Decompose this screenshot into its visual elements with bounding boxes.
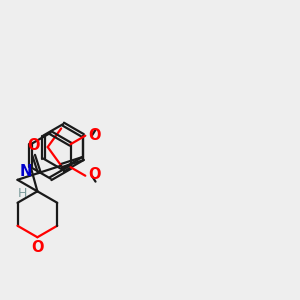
- Text: O: O: [88, 128, 101, 143]
- Text: H: H: [18, 187, 28, 200]
- Text: O: O: [31, 240, 44, 255]
- Text: O: O: [27, 138, 40, 153]
- Text: N: N: [20, 164, 32, 179]
- Text: O: O: [88, 167, 100, 182]
